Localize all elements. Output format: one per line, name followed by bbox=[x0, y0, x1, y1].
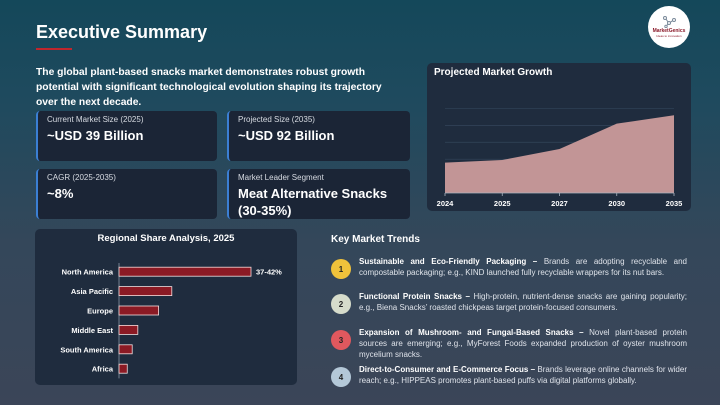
bar bbox=[118, 324, 139, 335]
bar bbox=[118, 266, 252, 277]
regional-chart-title: Regional Share Analysis, 2025 bbox=[97, 233, 235, 244]
card-value: Meat Alternative Snacks (30-35%) bbox=[238, 186, 388, 218]
page-title: Executive Summary bbox=[36, 22, 208, 42]
trend-item: 4 Direct-to-Consumer and E-Commerce Focus… bbox=[331, 364, 687, 387]
trends-title: Key Market Trends bbox=[331, 234, 420, 245]
bar bbox=[118, 286, 173, 297]
y-tick-label: Middle East bbox=[71, 326, 113, 335]
card-leader-segment: Market Leader Segment Meat Alternative Sn… bbox=[227, 169, 410, 219]
trend-number-badge: 1 bbox=[331, 259, 351, 279]
trend-number-badge: 3 bbox=[331, 330, 351, 350]
bar bbox=[118, 305, 159, 316]
card-value: ~USD 39 Billion bbox=[47, 128, 144, 143]
trend-body: Novel plant-based protein sources are em… bbox=[359, 328, 687, 359]
bar bbox=[118, 344, 133, 355]
trend-heading: Direct-to-Consumer and E-Commerce Focus … bbox=[359, 365, 536, 374]
x-tick-label: 2030 bbox=[608, 199, 625, 208]
company-logo: MarketGenics Ideas to innovation bbox=[648, 6, 690, 48]
logo-tagline: Ideas to innovation bbox=[656, 34, 682, 38]
x-tick-label: 2027 bbox=[551, 199, 568, 208]
card-value: ~USD 92 Billion bbox=[238, 128, 335, 143]
y-tick-label: Africa bbox=[92, 365, 114, 374]
bar bbox=[118, 363, 128, 374]
card-cagr: CAGR (2025-2035) ~8% bbox=[36, 169, 217, 219]
area-series bbox=[445, 115, 674, 193]
growth-chart-title: Projected Market Growth bbox=[434, 67, 553, 78]
trend-heading: Functional Protein Snacks – bbox=[359, 292, 470, 301]
regional-chart-panel bbox=[35, 229, 297, 385]
trend-heading: Expansion of Mushroom- and Fungal-Based … bbox=[359, 328, 584, 337]
trend-heading: Sustainable and Eco-Friendly Packaging – bbox=[359, 257, 538, 266]
x-tick-label: 2035 bbox=[666, 199, 683, 208]
trend-body: High-protein, nutrient-dense snacks are … bbox=[359, 292, 688, 312]
card-label: CAGR (2025-2035) bbox=[47, 173, 116, 182]
x-tick-label: 2025 bbox=[494, 199, 511, 208]
trend-body: Brands are adopting recyclable and compo… bbox=[359, 257, 687, 277]
logo-text: MarketGenics bbox=[652, 28, 686, 34]
y-tick-label: South America bbox=[60, 345, 113, 354]
card-label: Current Market Size (2025) bbox=[47, 115, 144, 124]
trend-item: 1 Sustainable and Eco-Friendly Packaging … bbox=[331, 256, 687, 279]
x-tick-label: 2024 bbox=[437, 199, 455, 208]
title-underline bbox=[36, 48, 72, 50]
trend-item: 2 Functional Protein Snacks – High-protei… bbox=[331, 291, 687, 314]
summary-text: The global plant-based snacks market dem… bbox=[36, 67, 382, 108]
trend-number-badge: 4 bbox=[331, 367, 351, 387]
card-current-size: Current Market Size (2025) ~USD 39 Billio… bbox=[36, 111, 217, 161]
card-label: Market Leader Segment bbox=[238, 173, 324, 182]
y-tick-label: North America bbox=[62, 268, 114, 277]
trend-number-badge: 2 bbox=[331, 294, 351, 314]
trend-item: 3 Expansion of Mushroom- and Fungal-Based… bbox=[331, 327, 687, 360]
card-value: ~8% bbox=[47, 186, 74, 201]
network-icon bbox=[663, 16, 676, 28]
trend-body: Brands leverage online channels for wide… bbox=[359, 365, 687, 385]
card-projected-size: Projected Size (2035) ~USD 92 Billion bbox=[227, 111, 410, 161]
y-tick-label: Europe bbox=[87, 307, 113, 316]
card-label: Projected Size (2035) bbox=[238, 115, 315, 124]
data-label: 37-42% bbox=[256, 268, 282, 277]
y-tick-label: Asia Pacific bbox=[71, 287, 113, 296]
